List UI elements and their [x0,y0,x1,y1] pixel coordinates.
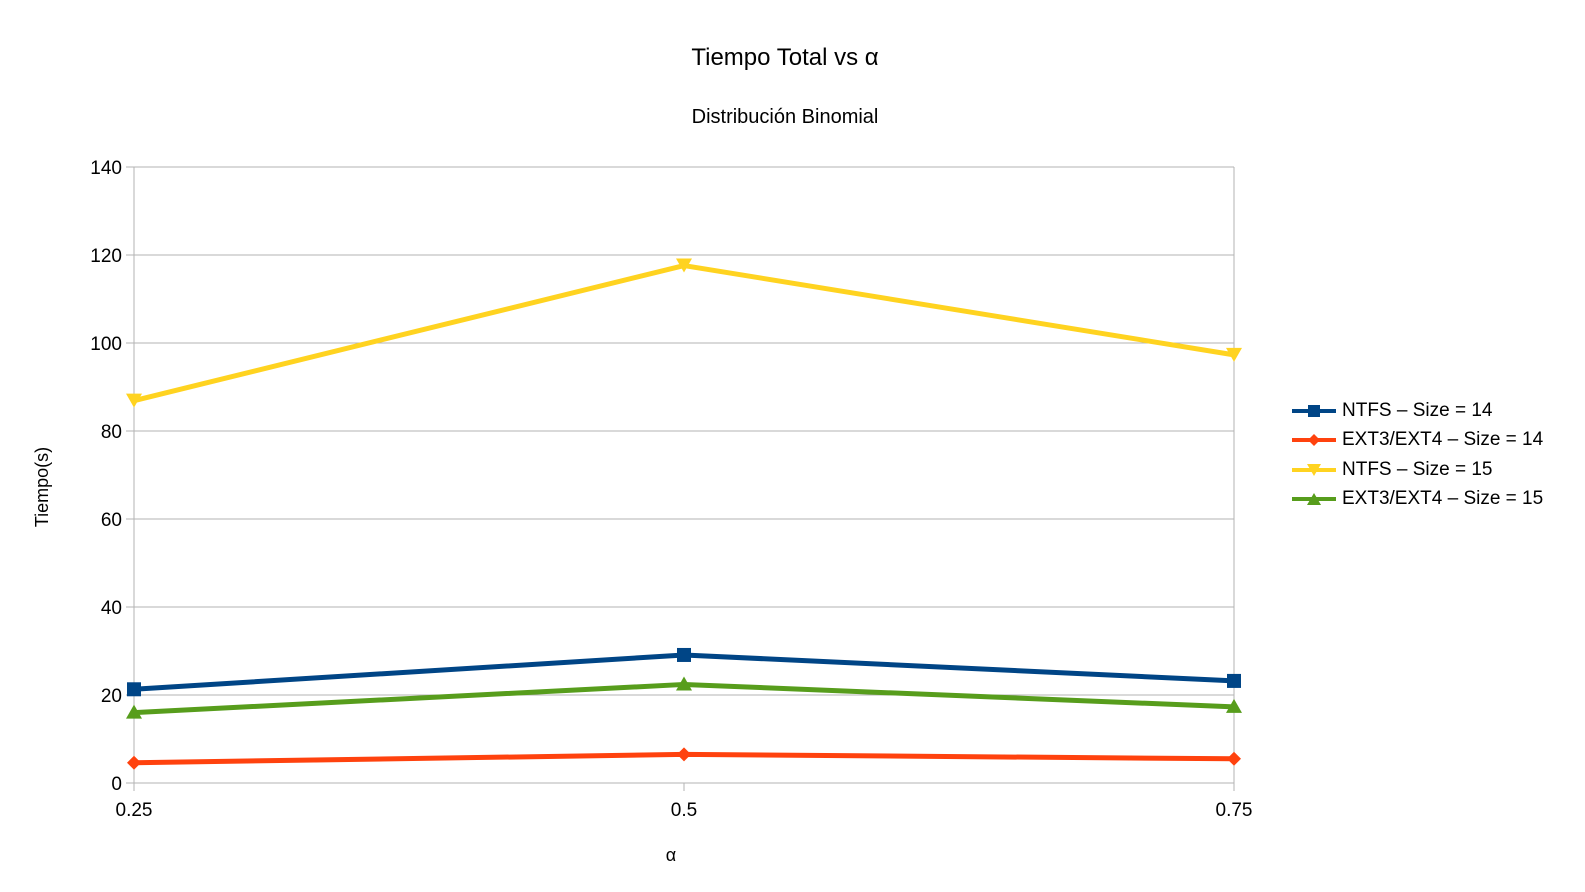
y-tick-label: 100 [90,334,122,355]
legend-swatch-ext-15 [1292,493,1336,506]
legend-label: EXT3/EXT4 – Size = 14 [1342,429,1544,451]
y-tick-label: 60 [101,510,122,531]
data-point [676,258,692,273]
legend-label: EXT3/EXT4 – Size = 15 [1342,488,1544,510]
data-point [127,755,141,770]
legend-item: NTFS – Size = 14 [1292,396,1543,426]
data-point [127,682,141,697]
data-point [126,704,142,719]
x-axis-ticks: 0.25 0.5 0.75 [116,800,1253,821]
chart-subtitle: Distribución Binomial [691,106,879,128]
legend-swatch-ntfs-14 [1292,404,1336,417]
x-tick-label: 0.5 [671,800,697,821]
data-point [126,393,142,408]
y-tick-label: 140 [90,158,122,179]
data-point [1227,673,1241,688]
data-point [677,647,691,662]
legend-swatch-ext-14 [1292,434,1336,447]
x-tick-label: 0.75 [1216,800,1253,821]
x-axis-label: α [666,845,676,865]
data-point [1227,751,1241,766]
legend-item: NTFS – Size = 15 [1292,455,1543,485]
data-point [677,747,691,762]
chart-title: Tiempo Total vs α [691,44,879,71]
y-tick-label: 0 [111,774,122,795]
series-line [133,263,1235,404]
legend: NTFS – Size = 14 EXT3/EXT4 – Size = 14 N… [1292,396,1543,514]
legend-label: NTFS – Size = 14 [1342,399,1493,421]
grid-lines [126,166,1235,791]
y-tick-label: 120 [90,246,122,267]
x-tick-label: 0.25 [116,800,153,821]
legend-label: NTFS – Size = 15 [1342,458,1493,480]
data-point [1226,698,1242,713]
y-axis-ticks: 0 20 40 60 80 100 120 140 [90,158,122,795]
y-axis-label: Tiempo(s) [32,447,52,527]
legend-item: EXT3/EXT4 – Size = 15 [1292,485,1543,515]
y-tick-label: 40 [101,598,122,619]
data-point [676,676,692,691]
legend-item: EXT3/EXT4 – Size = 14 [1292,426,1543,456]
y-tick-label: 20 [101,686,122,707]
series-lines [126,258,1242,770]
y-tick-label: 80 [101,422,122,443]
data-point [1226,347,1242,362]
legend-swatch-ntfs-15 [1292,463,1336,476]
